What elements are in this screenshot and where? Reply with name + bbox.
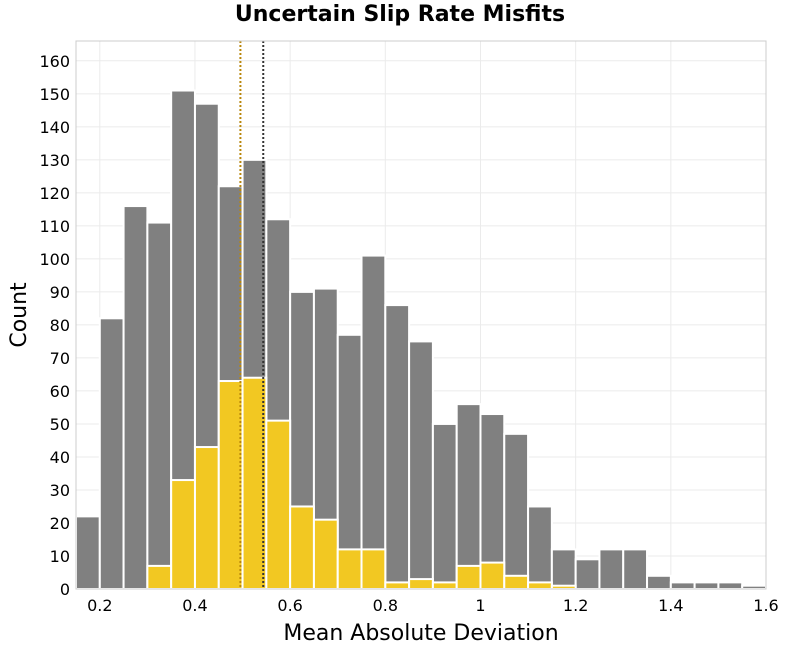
bar-subset (455, 564, 482, 590)
y-tick-label: 150 (39, 85, 70, 104)
bar-subset (479, 561, 506, 590)
y-tick-label: 130 (39, 151, 70, 170)
y-tick-label: 80 (50, 316, 70, 335)
bar-total (598, 548, 625, 591)
reference-lines (239, 41, 265, 589)
y-tick-label: 160 (39, 52, 70, 71)
x-tick-label: 0.4 (182, 596, 207, 615)
y-tick-label: 10 (50, 547, 70, 566)
bar-total (503, 432, 530, 591)
bar-total (717, 581, 744, 590)
y-tick-label: 120 (39, 184, 70, 203)
bar-subset (336, 548, 363, 591)
chart-title: Uncertain Slip Rate Misfits (234, 2, 566, 27)
bar-total (75, 515, 101, 590)
x-tick-label: 1.6 (753, 596, 778, 615)
y-tick-label: 90 (50, 283, 70, 302)
x-tick-label: 1.4 (658, 596, 683, 615)
x-tick-label: 0.6 (277, 596, 302, 615)
bar-subset (360, 548, 387, 591)
bar-total (384, 304, 411, 590)
bar-subset (527, 581, 553, 590)
bars (75, 89, 768, 591)
bar-total (146, 221, 173, 591)
bar-total (98, 317, 125, 590)
bar-subset (408, 578, 434, 590)
axis-ticks: 0 10 20 30 40 50 60 70 80 90 100 110 120 130 140 150 160… (39, 52, 778, 615)
bar-subset (193, 446, 220, 590)
y-tick-label: 30 (50, 481, 70, 500)
bar-subset (217, 380, 244, 591)
x-tick-label: 0.8 (373, 596, 398, 615)
plot-frame (75, 40, 767, 590)
x-tick-label: 0.2 (87, 596, 112, 615)
bar-subset (431, 581, 458, 590)
y-tick-label: 100 (39, 250, 70, 269)
bar-total (122, 205, 149, 590)
y-tick-label: 20 (50, 514, 70, 533)
bar-subset (384, 581, 411, 590)
bar-subset (312, 518, 339, 590)
bar-subset (146, 564, 173, 590)
bar-total (669, 581, 696, 590)
y-tick-label: 60 (50, 382, 70, 401)
bar-total (622, 548, 649, 591)
bar-total (360, 254, 387, 590)
bar-total (408, 340, 434, 590)
x-tick-label: 1.2 (563, 596, 588, 615)
bar-total (455, 403, 482, 591)
x-tick-label: 1 (475, 596, 485, 615)
y-tick-label: 110 (39, 217, 70, 236)
bar-total (431, 422, 458, 590)
bar-subset (289, 505, 315, 590)
bar-total (574, 558, 601, 591)
bar-subset (265, 419, 292, 590)
y-tick-label: 70 (50, 349, 70, 368)
y-axis-label: Count (7, 282, 32, 348)
y-tick-label: 40 (50, 448, 70, 467)
bar-total (550, 548, 577, 591)
bar-total (693, 581, 720, 590)
x-axis-label: Mean Absolute Deviation (283, 621, 558, 646)
y-tick-label: 0 (60, 580, 70, 599)
y-tick-label: 140 (39, 118, 70, 137)
bar-total (646, 574, 672, 590)
y-tick-label: 50 (50, 415, 70, 434)
bar-subset (503, 574, 530, 590)
bar-total (527, 505, 553, 590)
bar-subset (170, 479, 196, 590)
